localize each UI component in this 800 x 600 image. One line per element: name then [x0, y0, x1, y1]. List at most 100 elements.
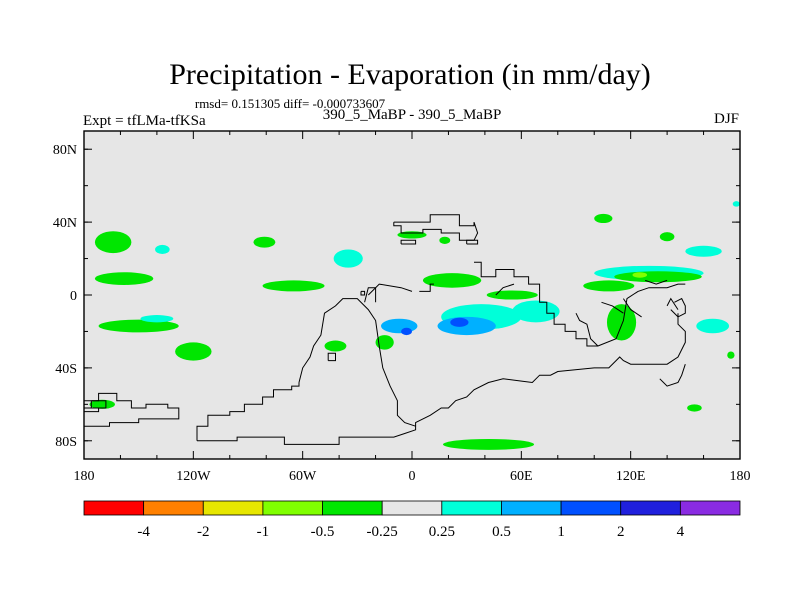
colorbar-label-4: -0.5	[311, 524, 335, 540]
chart-title: Precipitation - Evaporation (in mm/day)	[169, 58, 651, 91]
x-axis: 180 120W 60W 0 60E 120E 180	[74, 131, 751, 484]
coastline-15	[419, 283, 434, 292]
coastline-18	[601, 301, 624, 314]
colorbar-label-10: 4	[677, 524, 685, 540]
anomaly-region-21	[606, 304, 637, 341]
colorbar-swatch-7	[441, 500, 502, 516]
x-tick-label-2: 60W	[289, 469, 317, 484]
coastline-2	[90, 400, 107, 409]
x-tick-label-6: 180	[730, 469, 751, 484]
colorbar: -4 -2 -1 -0.5 -0.25 0.25 0.5 1 2 4	[83, 500, 741, 540]
anomaly-region-6	[262, 280, 325, 292]
anomaly-region-17	[401, 327, 412, 336]
colorbar-swatch-6	[381, 500, 443, 516]
x-tick-label-3: 0	[409, 469, 416, 484]
anomaly-region-29	[696, 318, 730, 334]
anomaly-region-22	[583, 280, 635, 292]
anomaly-region-11	[375, 335, 394, 350]
colorbar-swatch-3	[202, 500, 264, 516]
anomaly-region-4	[333, 249, 363, 268]
coastline-11	[466, 239, 479, 245]
stats-line: rmsd= 0.151305 diff= -0.000733607	[195, 96, 386, 111]
anomaly-region-30	[442, 438, 535, 450]
anomaly-region-35	[732, 201, 740, 207]
anomaly-region-18	[450, 317, 469, 327]
anomaly-region-28	[685, 245, 722, 257]
coastline-17	[575, 283, 686, 347]
colorbar-swatch-8	[501, 500, 562, 516]
colorbar-swatch-1	[83, 500, 145, 516]
y-tick-label-2: 0	[70, 289, 77, 304]
y-axis: 80N 40N 0 40S 80S	[53, 143, 740, 450]
coastline-4	[196, 382, 300, 441]
anomaly-region-12	[324, 340, 347, 352]
coastlines	[84, 214, 686, 445]
colorbar-label-2: -2	[197, 524, 210, 540]
map-panel: 180 120W 60W 0 60E 120E 180 80N 40N 0 40S 80S	[53, 130, 751, 484]
colorbar-label-8: 1	[557, 524, 565, 540]
anomaly-region-16	[381, 318, 418, 334]
subtitle-center: 390_5_MaBP - 390_5_MaBP	[323, 107, 502, 123]
coastline-6	[327, 352, 336, 362]
colorbar-swatch-2	[143, 500, 204, 516]
colorbar-swatch-4	[262, 500, 323, 516]
colorbar-label-7: 0.5	[492, 524, 511, 540]
coastline-1	[84, 392, 180, 427]
coastline-5	[197, 298, 417, 445]
anomaly-region-2	[155, 244, 170, 254]
anomaly-region-3	[253, 236, 276, 248]
coastline-12	[474, 261, 541, 292]
coastline-7	[364, 287, 377, 303]
x-tick-label-4: 60E	[510, 469, 533, 484]
anomaly-region-1	[94, 231, 132, 254]
y-tick-label-1: 40N	[53, 216, 77, 231]
anomaly-region-8	[140, 315, 174, 323]
anomaly-region-20	[512, 300, 560, 323]
anomaly-region-19	[486, 290, 538, 300]
coastline-20	[666, 297, 679, 310]
colorbar-label-5: -0.25	[367, 524, 398, 540]
anomaly-region-10	[89, 399, 115, 409]
coastline-16	[539, 291, 598, 347]
anomaly-region-33	[687, 404, 702, 412]
subtitle-right: DJF	[714, 111, 739, 127]
subtitle-left: Expt = tfLMa-tfKSa	[83, 113, 206, 129]
anomaly-region-27	[659, 232, 675, 242]
anomaly-region-25	[632, 272, 648, 278]
coastline-14	[360, 290, 366, 296]
anomaly-field	[89, 201, 740, 450]
coastline-13	[495, 283, 515, 296]
y-tick-label-0: 80N	[53, 143, 77, 158]
coastline-3	[84, 407, 100, 413]
x-tick-label-0: 180	[74, 469, 95, 484]
colorbar-swatch-10	[620, 500, 681, 516]
coastline-19	[622, 298, 642, 318]
anomaly-region-7	[98, 319, 179, 333]
map-background	[84, 131, 740, 459]
colorbar-swatch-9	[560, 500, 622, 516]
coastline-23	[659, 364, 686, 387]
anomaly-region-5	[94, 272, 154, 285]
colorbar-swatch-5	[322, 500, 383, 516]
colorbar-label-1: -4	[137, 524, 150, 540]
coastline-9	[393, 214, 479, 241]
anomaly-region-24	[614, 271, 702, 283]
x-tick-label-1: 120W	[176, 469, 211, 484]
colorbar-label-9: 2	[617, 524, 625, 540]
anomaly-region-31	[397, 231, 427, 239]
y-tick-label-4: 80S	[55, 435, 77, 450]
colorbar-label-3: -1	[257, 524, 270, 540]
anomaly-region-34	[727, 351, 735, 359]
x-tick-label-5: 120E	[616, 469, 646, 484]
coastline-24	[645, 279, 668, 285]
coastline-10	[400, 239, 417, 245]
anomaly-region-9	[175, 342, 212, 361]
colorbar-swatch-11	[679, 500, 741, 516]
colorbar-label-6: 0.25	[429, 524, 455, 540]
y-tick-label-3: 40S	[55, 362, 77, 377]
coastline-22	[415, 313, 686, 427]
anomaly-region-26	[594, 213, 613, 224]
anomaly-region-13	[422, 273, 482, 288]
coastline-8	[367, 283, 413, 296]
